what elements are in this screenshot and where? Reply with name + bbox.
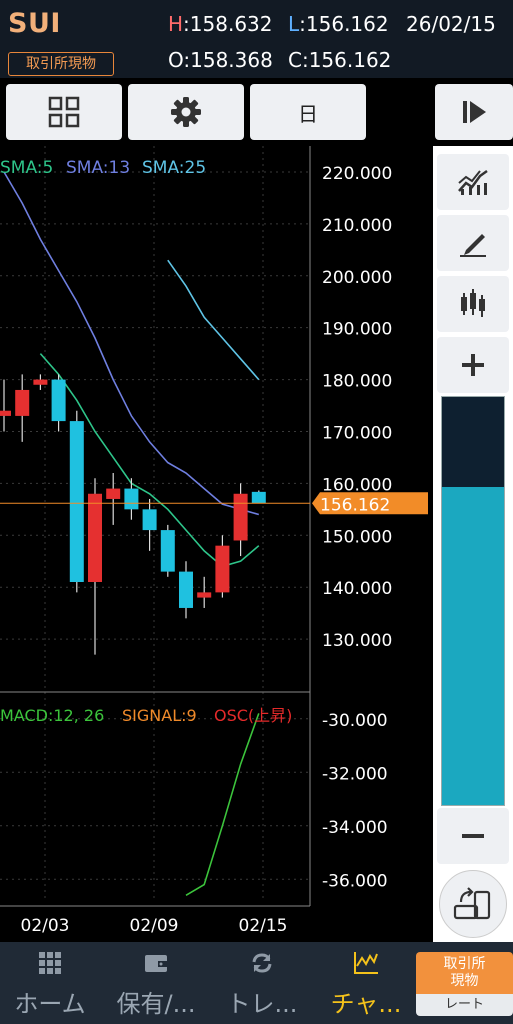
nav-item-trade[interactable]: トレ... [212,942,312,1024]
candle-body [215,546,229,593]
macd-legend-label: MACD:12, 26 [0,706,104,725]
minus-icon [460,823,486,849]
wallet-icon [143,950,169,976]
close-price: C:156.162 [288,48,391,72]
candle-body [143,509,157,530]
nav-item-chart[interactable]: チャ... [318,942,414,1024]
candle-body [52,380,66,422]
skip-play-icon [459,97,489,127]
open-price: O:158.368 [168,48,273,72]
y-tick-label: 200.000 [322,268,392,288]
low-value: :156.162 [299,12,388,36]
candle-type-button[interactable] [437,276,509,332]
settings-button[interactable] [128,84,244,140]
side-panel [433,146,513,942]
candle-body [252,492,266,503]
candle-body [33,380,47,385]
rate-label: レート [416,994,513,1016]
x-tick-label: 02/15 [239,916,288,936]
candle-body [161,530,175,572]
macd-y-tick-label: -34.000 [322,818,388,838]
candle-body [15,390,29,416]
nav-label-home: ホーム [0,984,100,1019]
high-price: H:158.632 [168,12,273,36]
zoom-slider[interactable] [441,396,505,806]
zoom-out-button[interactable] [437,808,509,864]
candle-body [179,572,193,608]
chart-indicator-icon [456,167,490,197]
market-badge: 取引所現物 [8,52,114,76]
sma-legend-label: SMA:5 [0,158,53,178]
macd-y-tick-label: -36.000 [322,871,388,891]
home-grid-icon [37,950,63,976]
macd-legend-label: OSC(上昇) [214,706,292,725]
y-tick-label: 180.000 [322,372,392,392]
y-tick-label: 150.000 [322,527,392,547]
sma-legend-label: SMA:13 [66,158,130,178]
plus-icon [460,352,486,378]
y-tick-label: 210.000 [322,216,392,236]
candlestick-icon [456,287,490,321]
y-tick-label: 190.000 [322,320,392,340]
nav-item-holdings[interactable]: 保有/... [106,942,206,1024]
y-tick-label: 170.000 [322,423,392,443]
gear-icon [169,95,203,129]
chart-date: 26/02/15 [406,12,496,36]
sma-legend-label: SMA:25 [142,158,206,178]
candle-body [70,421,84,582]
y-tick-label: 140.000 [322,579,392,599]
period-button[interactable]: 日 [250,84,366,140]
zoom-slider-fill [442,487,504,805]
rotate-screen-button[interactable] [439,870,507,938]
nav-label-holdings: 保有/... [106,984,206,1019]
x-tick-label: 02/03 [21,916,70,936]
trade-spot-label: 取引所 現物 [416,952,513,994]
candle-body [234,494,248,541]
y-tick-label: 130.000 [322,631,392,651]
trade-spot-button[interactable]: 取引所 現物 レート [416,952,513,1016]
macd-y-tick-label: -32.000 [322,764,388,784]
high-key: H [168,12,183,36]
current-price-label: 156.162 [320,495,390,515]
period-label: 日 [298,98,318,127]
candle-body [88,494,102,582]
candle-body [0,411,11,416]
candle-body [197,592,211,597]
layout-grid-button[interactable] [6,84,122,140]
rotate-screen-icon [451,886,495,922]
y-tick-label: 220.000 [322,164,392,184]
indicator-button[interactable] [437,154,509,210]
sma25-line [168,260,259,379]
refresh-trade-icon [249,950,275,976]
price-chart[interactable]: 220.000 210.000 200.000 190.000 180.000 170.0… [0,146,433,942]
nav-label-chart: チャ... [318,984,414,1019]
grid-icon [47,95,81,129]
draw-button[interactable] [437,215,509,271]
nav-item-home[interactable]: ホーム [0,942,100,1024]
zoom-in-button[interactable] [437,337,509,393]
low-key: L [288,12,299,36]
low-price: L:156.162 [288,12,389,36]
candle-body [106,489,120,499]
chart-icon [352,950,380,976]
play-button[interactable] [435,84,513,140]
macd-legend-label: SIGNAL:9 [122,706,197,725]
candle-body [124,489,138,510]
symbol-title[interactable]: SUI [8,8,61,39]
pencil-icon [456,228,490,258]
macd-line [186,713,259,895]
macd-y-tick-label: -30.000 [322,711,388,731]
header: SUI 取引所現物 H:158.632 L:156.162 26/02/15 O… [0,0,513,78]
high-value: :158.632 [183,12,272,36]
nav-label-trade: トレ... [212,984,312,1019]
x-tick-label: 02/09 [130,916,179,936]
